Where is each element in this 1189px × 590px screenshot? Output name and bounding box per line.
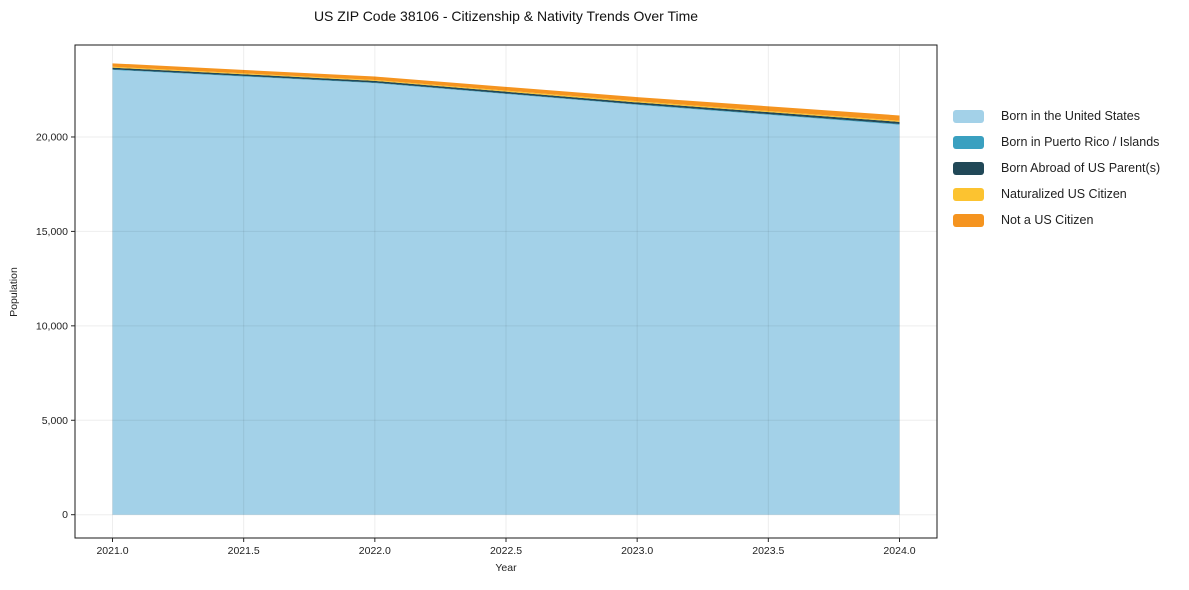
legend-label: Not a US Citizen: [1001, 213, 1094, 227]
legend-item-naturalized-us-citizen: Naturalized US Citizen: [953, 181, 1160, 207]
legend-label: Born Abroad of US Parent(s): [1001, 161, 1161, 175]
legend-label: Naturalized US Citizen: [1001, 187, 1127, 201]
y-tick-label: 20,000: [36, 131, 68, 143]
area-not-a-us-citizen: [112, 63, 900, 121]
x-tick-label: 2022.5: [490, 545, 522, 557]
x-axis-label: Year: [495, 562, 517, 574]
legend: Born in the United States Born in Puerto …: [953, 103, 1160, 233]
x-tick-label: 2023.5: [752, 545, 784, 557]
legend-item-born-in-puerto-rico-islands: Born in Puerto Rico / Islands: [953, 129, 1160, 155]
grid-layer: [75, 45, 937, 538]
area-born-abroad-of-us-parent-s: [112, 67, 900, 124]
legend-label: Born in Puerto Rico / Islands: [1001, 135, 1160, 149]
legend-swatch-icon: [953, 187, 984, 201]
legend-item-born-abroad-of-us-parent-s: Born Abroad of US Parent(s): [953, 155, 1160, 181]
x-tick-label: 2021.0: [96, 545, 128, 557]
x-tick-label: 2022.0: [359, 545, 391, 557]
legend-item-born-in-the-united-states: Born in the United States: [953, 103, 1160, 129]
x-tick-label: 2024.0: [883, 545, 915, 557]
legend-swatch-icon: [953, 213, 984, 227]
y-tick-label: 5,000: [42, 415, 68, 427]
x-tick-label: 2023.0: [621, 545, 653, 557]
y-tick-label: 10,000: [36, 320, 68, 332]
y-axis-label: Population: [8, 267, 20, 317]
legend-label: Born in the United States: [1001, 109, 1140, 123]
legend-swatch-icon: [953, 161, 984, 175]
areas-layer: [112, 63, 900, 515]
y-tick-label: 15,000: [36, 226, 68, 238]
y-tick-label: 0: [62, 509, 68, 521]
x-tick-label: 2021.5: [228, 545, 260, 557]
legend-swatch-icon: [953, 135, 984, 149]
legend-swatch-icon: [953, 109, 984, 123]
area-born-in-the-united-states: [112, 69, 900, 515]
chart-title: US ZIP Code 38106 - Citizenship & Nativi…: [313, 8, 699, 24]
axes-layer: 2021.0 2021.5 2022.0 2022.5 2023.0 2023.5 2024…: [36, 44, 938, 557]
legend-item-not-a-us-citizen: Not a US Citizen: [953, 207, 1160, 233]
